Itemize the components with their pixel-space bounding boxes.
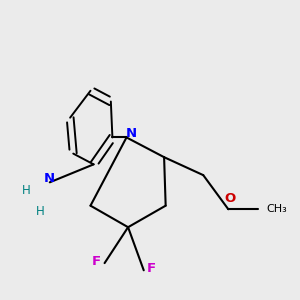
Text: O: O: [224, 192, 236, 205]
Text: F: F: [147, 262, 156, 275]
Text: H: H: [22, 184, 31, 197]
Text: CH₃: CH₃: [266, 204, 286, 214]
Text: F: F: [92, 255, 101, 268]
Text: H: H: [36, 205, 45, 218]
Text: N: N: [126, 127, 137, 140]
Text: N: N: [44, 172, 55, 185]
